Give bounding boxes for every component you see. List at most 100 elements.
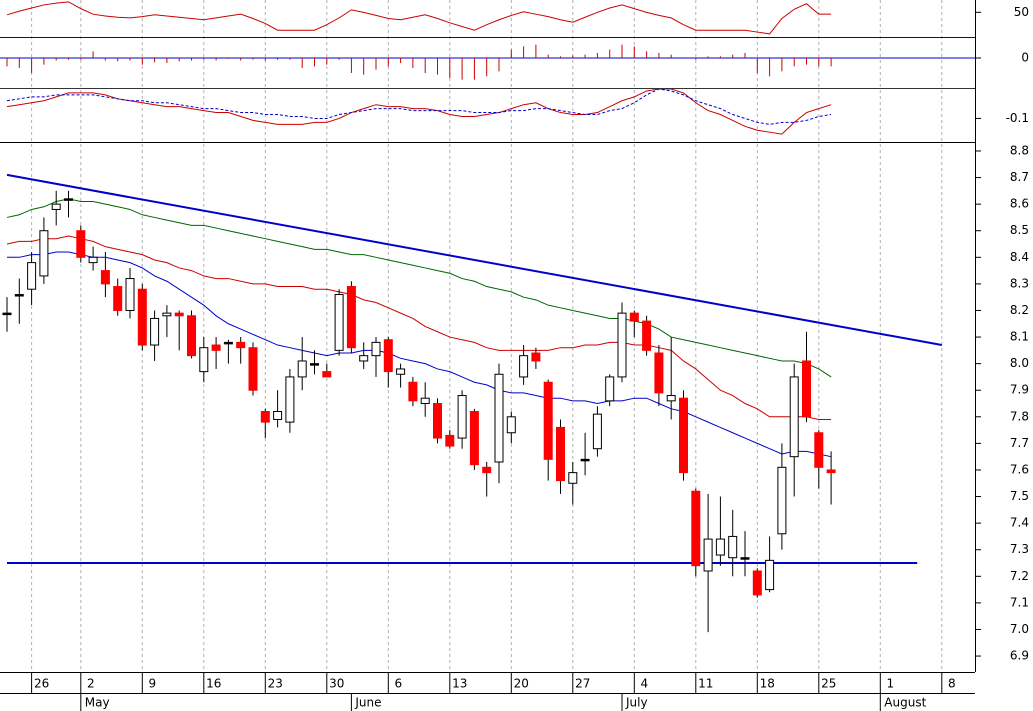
y-tick-label: 8.5 (1010, 223, 1029, 237)
x-tick-label: 16 (206, 677, 221, 691)
candle-body (826, 469, 836, 474)
candle-body (752, 570, 762, 596)
candle-body (765, 559, 775, 591)
x-tick-label: 4 (640, 677, 648, 691)
candle-body (14, 294, 24, 297)
candle-body (285, 376, 295, 423)
candle-body (137, 288, 147, 346)
candle-body (359, 355, 369, 362)
candle-body (297, 360, 307, 378)
candle-body (76, 230, 86, 258)
y-tick-label: 7.0 (1010, 622, 1029, 636)
x-tick-label: 27 (575, 677, 590, 691)
x-tick-label: 6 (394, 677, 402, 691)
candle-body (322, 371, 332, 378)
month-label: August (884, 696, 926, 710)
x-tick-label: 26 (34, 677, 49, 691)
y-tick-label: 8.8 (1010, 143, 1029, 157)
x-tick-label: 1 (886, 677, 894, 691)
candle-body (814, 432, 824, 468)
y-tick-label: 7.3 (1010, 542, 1029, 556)
candle-body (113, 286, 123, 311)
candle-body (691, 490, 701, 567)
candle-body (2, 312, 12, 316)
line-series (7, 251, 832, 458)
y-tick-label: 8.3 (1010, 276, 1029, 290)
x-tick-label: 30 (329, 677, 344, 691)
line-series (6, 88, 832, 125)
candle-body (310, 363, 319, 366)
line-series (6, 235, 832, 420)
candle-body (703, 538, 713, 572)
candle-body (654, 352, 664, 394)
candle-body (273, 410, 283, 420)
candle-body (580, 458, 590, 462)
y-tick-label: 0 (1021, 51, 1029, 65)
y-tick-label: 6.9 (1010, 649, 1029, 663)
month-label: July (625, 696, 648, 710)
candle-body (211, 344, 221, 351)
y-tick-label: 8.0 (1010, 356, 1029, 370)
candle-body (789, 376, 799, 458)
line-series (6, 1, 832, 35)
month-label: June (354, 696, 381, 710)
candle-body (64, 198, 73, 201)
candle-body (568, 472, 578, 484)
x-tick-label: 23 (268, 677, 283, 691)
candle-body (39, 230, 49, 277)
line-series (6, 198, 832, 378)
candle-body (592, 413, 602, 450)
candle-body (715, 538, 725, 556)
x-tick-label: 20 (514, 677, 529, 691)
candle-body (543, 381, 553, 460)
candle-body (187, 315, 196, 357)
candle-body (174, 312, 184, 317)
candle-body (728, 535, 738, 559)
candle-body (27, 262, 37, 290)
candle-body (162, 312, 172, 317)
y-tick-label: 8.2 (1010, 303, 1029, 317)
candle-body (51, 203, 61, 210)
y-tick-label: 8.6 (1010, 197, 1029, 211)
candle-body (199, 347, 209, 373)
candle-body (617, 312, 627, 378)
x-tick-label: 25 (821, 677, 836, 691)
candle-body (519, 355, 529, 378)
candle-body (371, 341, 381, 357)
trend-line (6, 173, 942, 347)
candle-body (260, 410, 270, 423)
candle-body (802, 360, 811, 418)
candle-body (666, 395, 676, 402)
y-tick-label: -0.1 (1006, 111, 1029, 125)
candle-body (100, 270, 110, 285)
candle-body (629, 312, 639, 322)
candle-body (556, 426, 565, 482)
candle-body (408, 381, 418, 402)
line-series (6, 88, 832, 135)
candle-body (531, 352, 541, 362)
candle-body (740, 557, 750, 560)
y-tick-label: 8.7 (1010, 170, 1029, 184)
candle-body (383, 339, 393, 373)
candle-body (420, 397, 430, 405)
y-tick-label: 7.6 (1010, 462, 1029, 476)
x-tick-label: 18 (760, 677, 775, 691)
y-tick-label: 8.1 (1010, 330, 1029, 344)
y-tick-label: 7.8 (1010, 409, 1029, 423)
x-tick-label: 8 (948, 677, 956, 691)
x-tick-label: 2 (87, 677, 95, 691)
y-tick-label: 7.5 (1010, 489, 1029, 503)
candle-body (125, 278, 135, 311)
y-tick-label: 8.4 (1010, 250, 1029, 264)
candle-body (642, 320, 652, 351)
candle-body (248, 347, 258, 391)
candle-body (482, 466, 492, 474)
candle-body (223, 341, 233, 345)
y-tick-label: 7.7 (1010, 436, 1029, 450)
candle-body (445, 434, 455, 447)
x-tick-label: 9 (148, 677, 156, 691)
candle-body (605, 376, 615, 402)
y-tick-label: 7.2 (1010, 569, 1029, 583)
